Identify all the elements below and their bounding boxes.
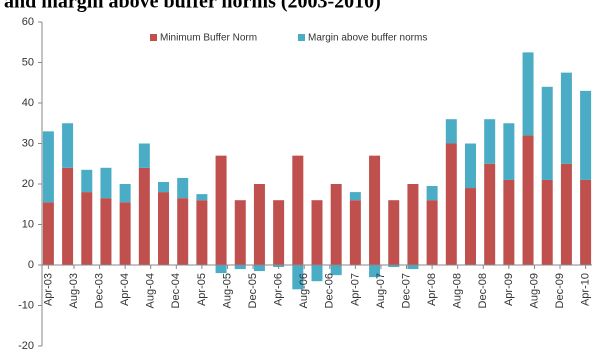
bar-segment [196, 200, 208, 265]
bar-segment [580, 90, 592, 180]
bar-segment [138, 167, 150, 265]
y-tick-label: 40 [22, 97, 34, 109]
y-tick-label: 50 [22, 56, 34, 68]
legend-swatch [150, 34, 157, 41]
bar-segment [62, 123, 74, 168]
bar-segment [426, 186, 438, 201]
x-tick-label: Dec-09 [554, 273, 566, 308]
bar-segment [407, 184, 419, 265]
y-tick-label: -10 [18, 299, 34, 311]
bar-segment [42, 202, 54, 265]
x-tick-label: Aug-07 [375, 273, 387, 308]
bar-segment [138, 143, 150, 168]
bar-segment [62, 167, 74, 265]
bar-segment [580, 179, 592, 265]
x-tick-label: Aug-05 [221, 273, 233, 308]
bar-segment [560, 72, 572, 164]
bar-segment [503, 123, 515, 180]
legend-label: Margin above buffer norms [308, 33, 427, 44]
bar-segment [292, 155, 304, 265]
bar-segment [119, 184, 131, 203]
bar-segment [81, 192, 93, 265]
bar-segment [407, 265, 419, 270]
x-tick-label: Dec-07 [400, 273, 412, 308]
legend-swatch [298, 34, 305, 41]
bar-segment [349, 200, 361, 265]
bar-segment [426, 200, 438, 265]
x-tick-label: Aug-03 [68, 273, 80, 308]
bar-segment [484, 119, 496, 164]
bar-segment [215, 265, 227, 274]
bar-segment [445, 119, 457, 144]
y-tick-label: -20 [18, 340, 34, 351]
x-tick-label: Aug-09 [528, 273, 540, 308]
bar-segment [119, 202, 131, 265]
y-tick-label: 60 [22, 16, 34, 28]
bar-segment [100, 167, 112, 199]
bar-segment [522, 135, 534, 265]
bar-segment [330, 184, 342, 265]
legend-label: Minimum Buffer Norm [160, 33, 257, 44]
bar-segment [522, 52, 534, 136]
bar-segment [234, 200, 246, 265]
bar-segment [158, 192, 170, 265]
y-tick-label: 20 [22, 178, 34, 190]
x-tick-label: Dec-03 [93, 273, 105, 308]
bar-segment [330, 265, 342, 276]
x-tick-label: Apr-06 [273, 273, 285, 306]
chart-title: and margin above buffer norms (2003-2010… [4, 0, 381, 13]
x-tick-label: Dec-06 [324, 273, 336, 308]
x-tick-label: Apr-08 [426, 273, 438, 306]
bar-segment [560, 163, 572, 265]
bar-segment [484, 163, 496, 265]
x-tick-label: Apr-05 [196, 273, 208, 306]
x-tick-label: Dec-08 [477, 273, 489, 308]
bar-segment [273, 200, 285, 265]
bar-segment [311, 200, 323, 265]
bar-segment [234, 265, 246, 270]
bar-segment [292, 265, 304, 290]
y-tick-label: 10 [22, 218, 34, 230]
x-tick-label: Aug-08 [452, 273, 464, 308]
bar-segment [253, 184, 265, 265]
bar-segment [503, 179, 515, 265]
x-tick-label: Dec-04 [170, 273, 182, 308]
x-tick-label: Apr-04 [119, 273, 131, 306]
bar-segment [464, 188, 476, 265]
bar-segment [215, 155, 227, 265]
bar-segment [311, 265, 323, 282]
x-tick-label: Aug-06 [298, 273, 310, 308]
x-tick-label: Apr-07 [349, 273, 361, 306]
x-tick-label: Dec-05 [247, 273, 259, 308]
bar-segment [369, 265, 381, 278]
x-tick-label: Aug-04 [145, 273, 157, 308]
bar-segment [253, 265, 265, 272]
bar-segment [177, 177, 189, 199]
bar-segment [349, 192, 361, 201]
bar-segment [177, 198, 189, 265]
bar-segment [81, 169, 93, 193]
bar-segment [100, 198, 112, 265]
y-tick-label: 0 [28, 259, 34, 271]
bar-segment [388, 265, 400, 268]
bar-segment [158, 181, 170, 193]
x-tick-label: Apr-10 [580, 273, 592, 306]
bar-segment [541, 86, 553, 180]
bar-segment [388, 200, 400, 265]
bar-segment [445, 143, 457, 265]
x-tick-label: Apr-03 [42, 273, 54, 306]
bar-segment [42, 131, 54, 203]
x-tick-label: Apr-09 [503, 273, 515, 306]
bar-segment [464, 143, 476, 189]
y-tick-label: 30 [22, 137, 34, 149]
bar-segment [541, 179, 553, 265]
bar-segment [196, 194, 208, 201]
bar-segment [369, 155, 381, 265]
